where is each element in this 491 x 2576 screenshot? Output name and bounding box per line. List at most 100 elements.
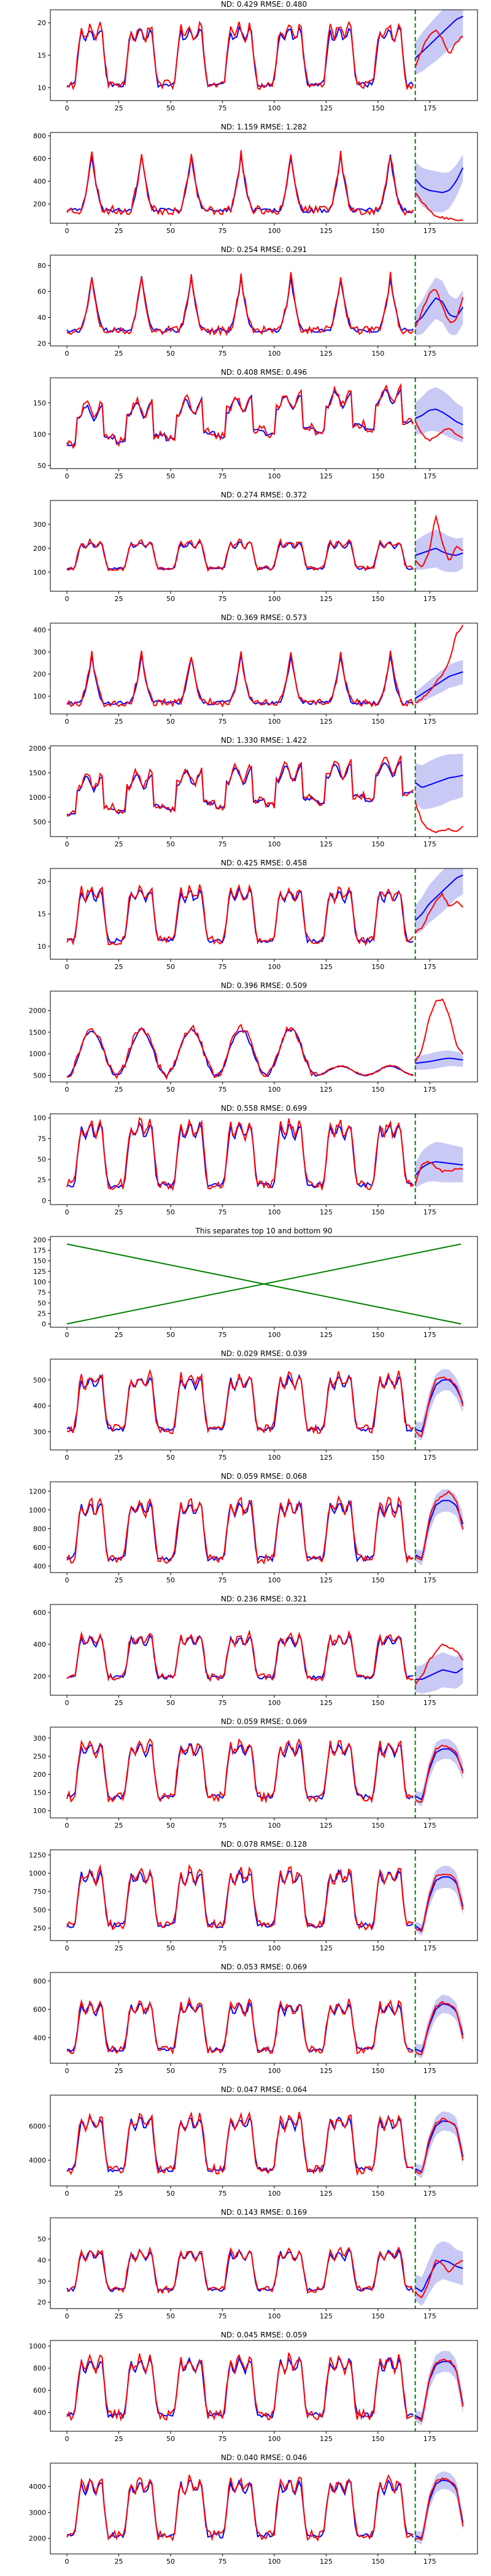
prediction-interval-band <box>415 1739 463 1807</box>
x-tick-label: 0 <box>65 840 69 848</box>
x-tick-label: 125 <box>320 1208 333 1216</box>
forecast-median-line <box>415 1668 463 1680</box>
x-tick-label: 50 <box>166 2312 175 2320</box>
x-tick-label: 100 <box>268 1944 280 1952</box>
y-tick-label: 80 <box>37 262 46 270</box>
forecast-target-line <box>415 624 464 703</box>
x-tick-label: 75 <box>218 1944 226 1952</box>
axes-frame <box>50 2095 478 2187</box>
axes-frame <box>50 1481 478 1573</box>
x-tick-label: 25 <box>114 104 123 112</box>
x-tick-label: 125 <box>320 472 333 480</box>
plot-area <box>66 2095 464 2186</box>
y-tick-label: 600 <box>33 1544 46 1552</box>
plot-area <box>66 623 464 714</box>
y-tick-label: 300 <box>33 1428 46 1436</box>
median-line <box>66 25 414 89</box>
x-tick-label: 125 <box>320 840 333 848</box>
x-tick-label: 100 <box>268 840 280 848</box>
y-tick-label: 100 <box>33 1278 46 1286</box>
x-tick-label: 150 <box>371 963 384 971</box>
plot-area <box>66 1850 464 1941</box>
x-tick-label: 75 <box>218 1086 226 1094</box>
x-tick-label: 175 <box>423 1699 436 1707</box>
x-tick-label: 25 <box>114 1454 123 1462</box>
axes-frame <box>50 745 478 837</box>
forecast-target-line <box>414 29 463 68</box>
y-tick-label: 75 <box>37 1135 46 1143</box>
x-tick-label: 25 <box>114 2312 123 2320</box>
x-tick-label: 100 <box>268 1208 280 1216</box>
x-tick-label: 0 <box>65 595 69 603</box>
y-tick-label: 75 <box>37 1289 46 1297</box>
forecast-median-line <box>414 1161 463 1176</box>
x-tick-label: 50 <box>166 1208 175 1216</box>
forecast-target-line <box>414 998 464 1062</box>
x-tick-label: 75 <box>218 2558 226 2566</box>
plot-area <box>66 132 464 223</box>
y-tick-label: 800 <box>33 2364 46 2372</box>
x-tick-label: 75 <box>218 2435 226 2443</box>
forecast-target-line <box>414 514 463 568</box>
median-line <box>66 1499 414 1563</box>
y-tick-label: 0 <box>42 1197 46 1205</box>
axes-frame <box>50 2340 478 2432</box>
x-tick-label: 125 <box>320 227 333 235</box>
x-tick-label: 25 <box>114 1208 123 1216</box>
x-tick-label: 25 <box>114 963 123 971</box>
forecast-target-line <box>415 2358 464 2423</box>
plot-area <box>66 746 464 837</box>
subplot-title: ND: 0.425 RMSE: 0.458 <box>221 859 307 867</box>
subplot-18: ND: 0.047 RMSE: 0.064 0 25 50 75 100 125 150 175… <box>29 2085 478 2198</box>
y-tick-label: 800 <box>33 132 46 140</box>
x-tick-label: 75 <box>218 1822 226 1830</box>
subplot-title: ND: 0.274 RMSE: 0.372 <box>221 491 307 499</box>
subplot-13: ND: 0.059 RMSE: 0.068 0 25 50 75 100 125 150 175… <box>29 1472 478 1584</box>
subplot-title: ND: 0.045 RMSE: 0.059 <box>221 2331 307 2339</box>
y-tick-label: 500 <box>33 818 46 826</box>
subplot-title: ND: 0.558 RMSE: 0.699 <box>221 1104 307 1113</box>
y-tick-label: 6000 <box>29 2122 46 2130</box>
x-tick-label: 150 <box>371 718 384 726</box>
subplot-9: ND: 0.396 RMSE: 0.509 0 25 50 75 100 125 150 175… <box>29 981 478 1094</box>
subplot-17: ND: 0.053 RMSE: 0.069 0 25 50 75 100 125 150 175… <box>33 1963 478 2075</box>
plot-area <box>66 378 463 469</box>
x-tick-label: 0 <box>65 1699 69 1707</box>
forecast-target-line <box>414 420 463 442</box>
plot-area <box>66 1243 462 1325</box>
forecast-median-line <box>414 15 463 59</box>
y-tick-label: 50 <box>37 462 46 470</box>
x-tick-label: 0 <box>65 2067 69 2075</box>
y-tick-label: 400 <box>33 626 46 634</box>
x-tick-label: 175 <box>423 1086 436 1094</box>
x-tick-label: 100 <box>268 227 280 235</box>
y-tick-label: 40 <box>37 2256 46 2264</box>
x-tick-label: 25 <box>114 1086 123 1094</box>
x-tick-label: 50 <box>166 1576 175 1584</box>
x-tick-label: 50 <box>166 2190 175 2198</box>
subplot-10: ND: 0.558 RMSE: 0.699 0 25 50 75 100 125 150 175… <box>33 1104 478 1216</box>
plot-area <box>66 991 464 1082</box>
prediction-interval-band <box>415 2241 463 2306</box>
axes-frame <box>50 2217 478 2309</box>
plot-area <box>66 1482 464 1573</box>
x-tick-label: 150 <box>371 1699 384 1707</box>
x-tick-label: 175 <box>423 472 436 480</box>
x-tick-label: 175 <box>423 1822 436 1830</box>
target-line <box>66 150 414 217</box>
target-line <box>66 2111 414 2176</box>
subplot-title: ND: 0.369 RMSE: 0.573 <box>221 613 307 622</box>
axes-frame <box>50 1359 478 1451</box>
y-tick-label: 1500 <box>29 769 46 777</box>
plot-area <box>66 1114 463 1205</box>
subplot-4: ND: 0.408 RMSE: 0.496 0 25 50 75 100 125 150 175… <box>33 368 478 480</box>
y-tick-label: 15 <box>37 910 46 918</box>
x-tick-label: 0 <box>65 2558 69 2566</box>
prediction-interval-band <box>415 2471 463 2545</box>
subplot-6: ND: 0.369 RMSE: 0.573 0 25 50 75 100 125 150 175… <box>33 613 478 726</box>
x-tick-label: 125 <box>320 2558 333 2566</box>
y-tick-label: 125 <box>33 1268 46 1276</box>
x-tick-label: 150 <box>371 350 384 358</box>
forecast-median-line <box>414 874 463 921</box>
